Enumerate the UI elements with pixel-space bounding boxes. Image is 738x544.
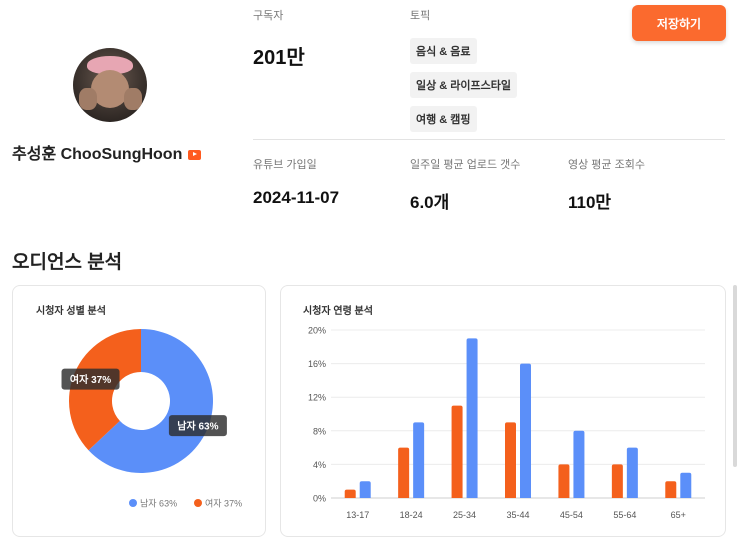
topics-list: 음식 & 음료 일상 & 라이프스타일 여행 & 캠핑 <box>410 38 518 140</box>
age-bar-chart: 0% 4% 8% 12% 16% 20% 13-17 18-24 25-34 35-44 45-54… <box>308 326 705 520</box>
y-tick-label: 20% <box>308 326 326 336</box>
y-tick-label: 12% <box>308 393 326 403</box>
x-tick-label: 45-54 <box>560 510 583 520</box>
topic-chip: 여행 & 캠핑 <box>410 106 477 132</box>
svg-text:여자 37%: 여자 37% <box>70 373 111 386</box>
bar-65+-female[interactable] <box>665 481 677 498</box>
scrollbar[interactable] <box>733 285 737 467</box>
audience-section-title: 오디언스 분석 <box>12 252 123 273</box>
y-tick-label: 8% <box>313 426 326 436</box>
x-tick-label: 25-34 <box>453 510 476 520</box>
x-tick-label: 65+ <box>671 510 686 520</box>
bar-35-44-female[interactable] <box>505 422 516 498</box>
topic-chip: 일상 & 라이프스타일 <box>410 72 518 98</box>
bar-13-17-female[interactable] <box>344 489 356 498</box>
youtube-icon[interactable] <box>188 149 202 160</box>
topics-label: 토픽 <box>410 10 431 22</box>
subscribers-label: 구독자 <box>253 10 284 22</box>
avatar-fist-left <box>79 88 97 110</box>
weekly-uploads-label: 일주일 평균 업로드 갯수 <box>410 159 521 171</box>
legend-swatch <box>194 499 202 507</box>
bar-25-34-female[interactable] <box>451 405 463 498</box>
avg-views-value: 110만 <box>568 193 612 212</box>
bar-65+-male[interactable] <box>680 472 692 498</box>
y-tick-label: 0% <box>313 494 326 504</box>
bar-55-64-female[interactable] <box>611 464 623 498</box>
avatar[interactable] <box>73 48 147 122</box>
avatar-fist-right <box>124 88 142 110</box>
legend-label: 남자 63% <box>140 499 177 509</box>
legend-swatch <box>129 499 137 507</box>
channel-name-text: 추성훈 ChooSungHoon <box>12 146 183 163</box>
joined-value: 2024-11-07 <box>253 188 340 207</box>
bar-25-34-male[interactable] <box>466 338 478 498</box>
bar-45-54-male[interactable] <box>573 430 585 498</box>
avatar-hat <box>87 56 133 74</box>
gender-chart-title: 시청자 성별 분석 <box>36 306 106 317</box>
age-chart-title: 시청자 연령 분석 <box>303 306 373 317</box>
gender-chart-card: 시청자 성별 분석 남자 63% 여자 37% 남자 63% 여자 37% <box>12 285 266 537</box>
subscribers-value: 201만 <box>253 47 305 69</box>
pie-slice-male[interactable] <box>88 329 213 473</box>
avg-views-label: 영상 평균 조회수 <box>568 159 645 171</box>
x-tick-label: 13-17 <box>346 510 369 520</box>
x-tick-label: 35-44 <box>506 510 529 520</box>
bar-18-24-male[interactable] <box>413 422 425 498</box>
save-button[interactable]: 저장하기 <box>632 5 726 41</box>
y-tick-label: 4% <box>313 460 326 470</box>
bar-35-44-male[interactable] <box>520 363 531 498</box>
gender-legend: 남자 63% 여자 37% <box>129 498 242 509</box>
joined-label: 유튜브 가입일 <box>253 159 317 171</box>
channel-profile: 추성훈 ChooSungHoon <box>0 0 235 230</box>
bar-13-17-male[interactable] <box>359 481 371 498</box>
bar-55-64-male[interactable] <box>626 447 638 498</box>
legend-label: 여자 37% <box>205 498 242 509</box>
female-slice-label: 여자 37% <box>61 368 120 390</box>
svg-text:남자 63%: 남자 63% <box>177 420 218 433</box>
bar-45-54-female[interactable] <box>558 464 570 498</box>
y-tick-label: 16% <box>308 359 326 369</box>
age-chart-card: 시청자 연령 분석 0% 4% 8% 12% 16% 20% 13-17 18-24 25-34… <box>280 285 726 537</box>
male-slice-label: 남자 63% <box>168 415 227 437</box>
x-tick-label: 18-24 <box>400 510 423 520</box>
topic-chip: 음식 & 음료 <box>410 38 477 64</box>
avatar-face <box>91 70 129 108</box>
channel-name: 추성훈 ChooSungHoon <box>12 140 202 164</box>
bar-18-24-female[interactable] <box>398 447 410 498</box>
x-tick-label: 55-64 <box>613 510 636 520</box>
divider <box>253 139 725 140</box>
gender-donut-chart: 남자 63% 여자 37% 남자 63% 여자 37% <box>61 329 242 509</box>
weekly-uploads-value: 6.0개 <box>410 193 450 212</box>
